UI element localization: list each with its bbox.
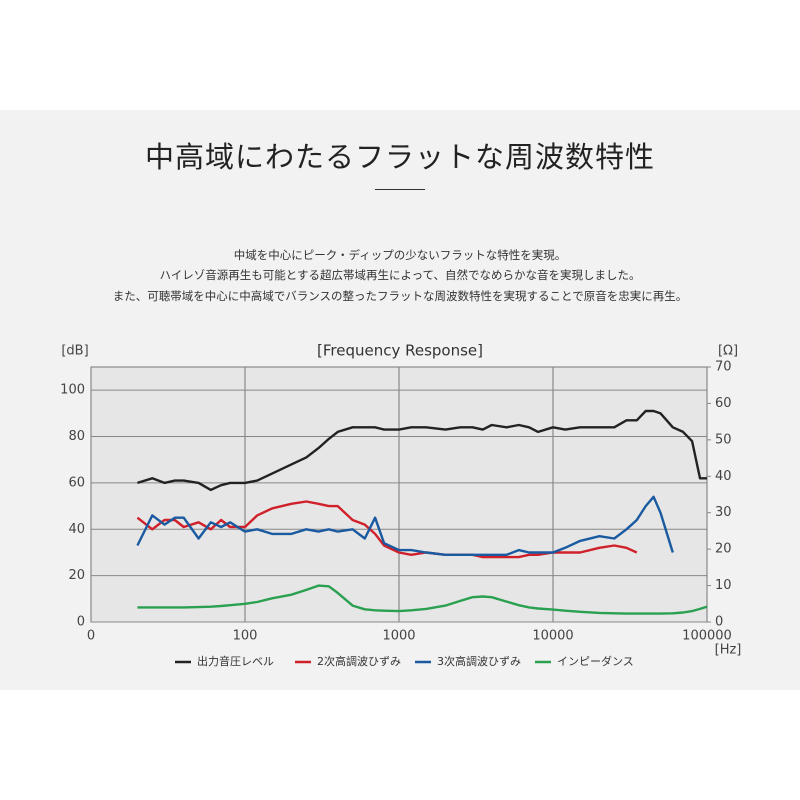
- y-tick-label: 0: [77, 615, 85, 630]
- legend-label: 出力音圧レベル: [197, 654, 274, 668]
- x-tick-label: 100: [233, 629, 258, 644]
- x-tick-label: 0: [87, 629, 95, 644]
- chart-title: [Frequency Response]: [317, 342, 483, 360]
- description: 中域を中心にピーク・ディップの少ないフラットな特性を実現。: [233, 248, 567, 262]
- y-axis-label: [dB]: [61, 344, 88, 359]
- y-tick-label: 20: [68, 568, 85, 583]
- x-axis-label: [Hz]: [715, 643, 742, 658]
- description: ハイレゾ音源再生も可能とする超広帯域再生によって、自然でなめらかな音を実現しまし…: [159, 268, 641, 282]
- y2-tick-label: 0: [715, 615, 723, 630]
- legend-label: 2次高調波ひずみ: [317, 654, 401, 668]
- y2-tick-label: 70: [715, 360, 732, 375]
- y-tick-label: 80: [68, 429, 85, 444]
- title-rule: [375, 189, 425, 190]
- y-tick-label: 100: [60, 383, 85, 398]
- y2-tick-label: 60: [715, 396, 732, 411]
- x-tick-label: 1000: [382, 629, 415, 644]
- x-tick-label: 100000: [682, 629, 732, 644]
- series-line: [136, 495, 674, 556]
- series-line: [137, 584, 708, 615]
- y2-tick-label: 50: [715, 432, 732, 447]
- y2-tick-label: 40: [715, 469, 732, 484]
- y2-tick-label: 10: [715, 578, 732, 593]
- y2-tick-label: 30: [715, 505, 732, 520]
- y-tick-label: 60: [68, 475, 85, 490]
- page-title: 中高域にわたるフラットな周波数特性: [144, 140, 655, 174]
- legend-label: 3次高調波ひずみ: [437, 654, 521, 668]
- x-tick-label: 10000: [532, 629, 573, 644]
- series-line: [137, 409, 707, 492]
- y2-axis-label: [Ω]: [718, 344, 738, 359]
- description: また、可聴帯域を中心に中高域でバランスの整ったフラットな周波数特性を実現すること…: [112, 289, 688, 303]
- y2-tick-label: 20: [715, 542, 732, 557]
- legend-label: インピーダンス: [557, 654, 634, 668]
- y-tick-label: 40: [68, 522, 85, 537]
